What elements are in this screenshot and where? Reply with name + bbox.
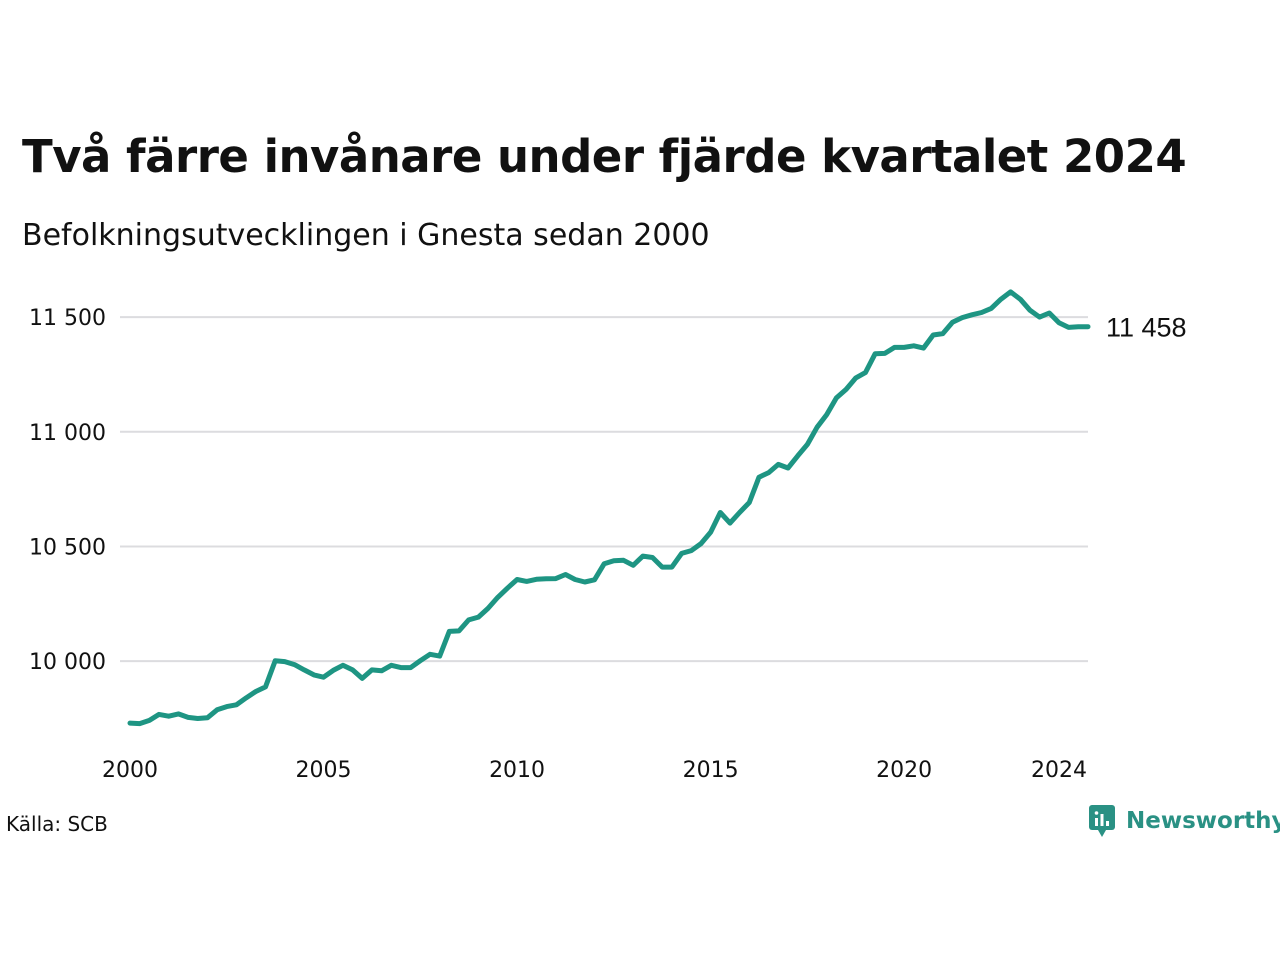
chart-subtitle: Befolkningsutvecklingen i Gnesta sedan 2… [22, 218, 710, 253]
x-tick-label: 2010 [489, 758, 545, 783]
population-line [127, 289, 1091, 727]
newsworthy-icon [1089, 805, 1115, 837]
brand-logo: Newsworthy [1088, 804, 1280, 838]
y-tick-label: 11 500 [29, 306, 106, 331]
source-note: Källa: SCB [6, 812, 108, 836]
x-axis-ticks: 2000 2005 2010 2015 2020 2024 [102, 758, 1087, 783]
x-tick-label: 2000 [102, 758, 158, 783]
x-tick-label: 2024 [1031, 758, 1087, 783]
end-value-label: 11 458 [1106, 313, 1187, 343]
brand-name: Newsworthy [1126, 808, 1280, 834]
x-tick-label: 2005 [296, 758, 352, 783]
y-tick-label: 10 000 [29, 650, 106, 675]
y-tick-label: 10 500 [29, 535, 106, 560]
chart-title: Två färre invånare under fjärde kvartale… [22, 130, 1187, 183]
x-tick-label: 2020 [876, 758, 932, 783]
y-axis-ticks: 10 000 10 500 11 000 11 500 [29, 306, 106, 675]
grid-lines [120, 316, 1088, 663]
y-tick-label: 11 000 [29, 421, 106, 446]
x-tick-label: 2015 [683, 758, 739, 783]
